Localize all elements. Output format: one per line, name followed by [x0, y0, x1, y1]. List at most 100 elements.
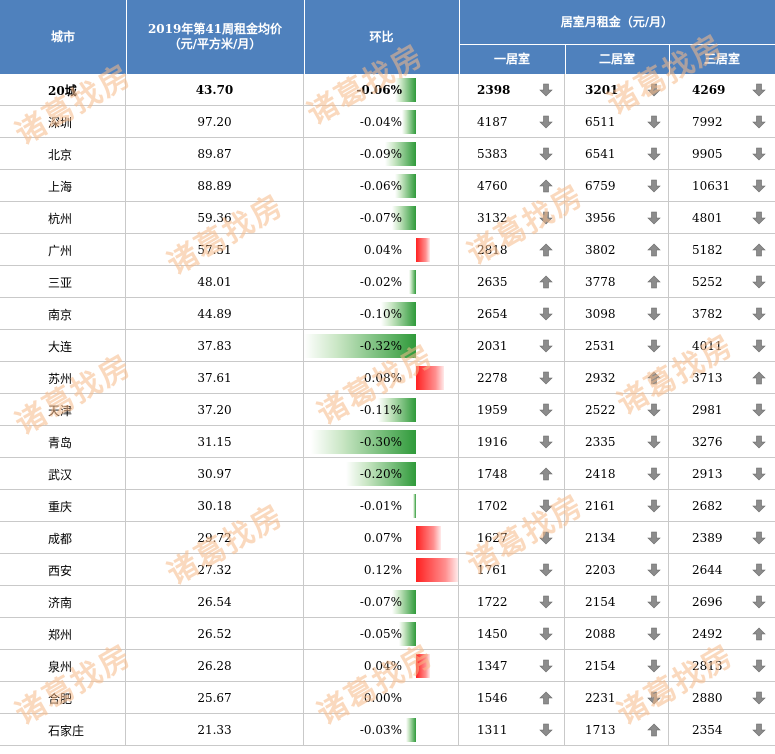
arrow-down-icon [539, 595, 553, 609]
cell-one-room: 1916 [459, 426, 565, 458]
table-row: 重庆 30.18 -0.01% 1702 2161 2682 [0, 490, 775, 522]
one-room-rent: 1761 [477, 563, 508, 577]
ratio-bar-negative [304, 334, 416, 358]
ratio-value: 0.12% [363, 563, 402, 577]
cell-one-room: 1311 [459, 714, 565, 746]
ratio-value: -0.11% [359, 403, 402, 417]
cell-city: 泉州 [0, 650, 126, 682]
cell-two-room: 3098 [565, 298, 669, 330]
two-room-rent: 2418 [585, 467, 616, 481]
cell-one-room: 2818 [459, 234, 565, 266]
header-rent-group: 居室月租金（元/月） [459, 0, 775, 44]
cell-ratio: 0.08% [304, 362, 459, 394]
cell-three-room: 2696 [669, 586, 775, 618]
cell-price: 89.87 [126, 138, 304, 170]
table-row: 大连 37.83 -0.32% 2031 2531 4011 [0, 330, 775, 362]
avg-price: 26.54 [197, 595, 232, 609]
table-row: 青岛 31.15 -0.30% 1916 2335 3276 [0, 426, 775, 458]
arrow-down-icon [752, 307, 766, 321]
arrow-down-icon [752, 467, 766, 481]
header-rent-group-label: 居室月租金（元/月） [560, 14, 674, 29]
table-row: 南京 44.89 -0.10% 2654 3098 3782 [0, 298, 775, 330]
cell-ratio: 0.07% [304, 522, 459, 554]
ratio-value: -0.06% [356, 83, 402, 97]
arrow-down-icon [752, 691, 766, 705]
two-room-rent: 2335 [585, 435, 616, 449]
arrow-down-icon [539, 723, 553, 737]
table-row: 泉州 26.28 0.04% 1347 2154 2813 [0, 650, 775, 682]
arrow-up-icon [647, 371, 661, 385]
arrow-down-icon [647, 339, 661, 353]
three-room-rent: 2492 [692, 627, 723, 641]
cell-city: 广州 [0, 234, 126, 266]
cell-two-room: 2154 [565, 586, 669, 618]
arrow-up-icon [539, 179, 553, 193]
three-room-rent: 2354 [692, 723, 723, 737]
two-room-rent: 3098 [585, 307, 616, 321]
arrow-down-icon [647, 403, 661, 417]
city-name: 西安 [48, 563, 73, 578]
one-room-rent: 1450 [477, 627, 508, 641]
arrow-down-icon [539, 403, 553, 417]
cell-one-room: 1450 [459, 618, 565, 650]
city-name: 南京 [48, 307, 73, 322]
cell-city: 杭州 [0, 202, 126, 234]
one-room-rent: 4187 [477, 115, 508, 129]
ratio-value: 0.00% [363, 691, 402, 705]
cell-price: 37.61 [126, 362, 304, 394]
cell-price: 31.15 [126, 426, 304, 458]
arrow-down-icon [539, 531, 553, 545]
cell-two-room: 2154 [565, 650, 669, 682]
arrow-down-icon [539, 115, 553, 129]
table-row: 广州 57.51 0.04% 2818 3802 5182 [0, 234, 775, 266]
cell-three-room: 3276 [669, 426, 775, 458]
three-room-rent: 4269 [692, 83, 726, 97]
cell-three-room: 2354 [669, 714, 775, 746]
cell-three-room: 2682 [669, 490, 775, 522]
cell-price: 97.20 [126, 106, 304, 138]
cell-three-room: 2913 [669, 458, 775, 490]
city-name: 三亚 [48, 275, 73, 290]
header-divider [565, 44, 566, 74]
cell-one-room: 2031 [459, 330, 565, 362]
ratio-value: -0.01% [359, 499, 402, 513]
two-room-rent: 2154 [585, 595, 616, 609]
ratio-bar-negative [395, 78, 416, 102]
two-room-rent: 2203 [585, 563, 616, 577]
three-room-rent: 4801 [692, 211, 723, 225]
avg-price: 27.32 [197, 563, 232, 577]
avg-price: 29.72 [197, 531, 232, 545]
arrow-down-icon [752, 563, 766, 577]
avg-price: 26.28 [197, 659, 232, 673]
cell-one-room: 2654 [459, 298, 565, 330]
city-name: 上海 [48, 179, 73, 194]
ratio-value: -0.04% [359, 115, 402, 129]
header-price: 2019年第41周租金均价 （元/平方米/月） [126, 0, 304, 74]
header-divider [459, 0, 460, 74]
cell-price: 43.70 [126, 74, 304, 106]
ratio-bar-negative [395, 174, 416, 198]
table-row: 郑州 26.52 -0.05% 1450 2088 2492 [0, 618, 775, 650]
arrow-down-icon [752, 179, 766, 193]
header-divider [669, 44, 670, 74]
cell-two-room: 2335 [565, 426, 669, 458]
cell-one-room: 2635 [459, 266, 565, 298]
cell-three-room: 4011 [669, 330, 775, 362]
cell-price: 26.54 [126, 586, 304, 618]
city-name: 济南 [48, 595, 73, 610]
cell-city: 西安 [0, 554, 126, 586]
arrow-down-icon [647, 499, 661, 513]
cell-city: 上海 [0, 170, 126, 202]
cell-one-room: 3132 [459, 202, 565, 234]
arrow-down-icon [539, 83, 553, 97]
two-room-rent: 1713 [585, 723, 616, 737]
cell-ratio: -0.20% [304, 458, 459, 490]
header-three-room: 三居室 [669, 44, 775, 74]
city-name: 大连 [48, 339, 73, 354]
arrow-down-icon [647, 83, 661, 97]
avg-price: 44.89 [197, 307, 232, 321]
city-name: 20城 [48, 83, 77, 98]
city-name: 成都 [48, 531, 73, 546]
two-room-rent: 2231 [585, 691, 616, 705]
city-name: 深圳 [48, 115, 73, 130]
